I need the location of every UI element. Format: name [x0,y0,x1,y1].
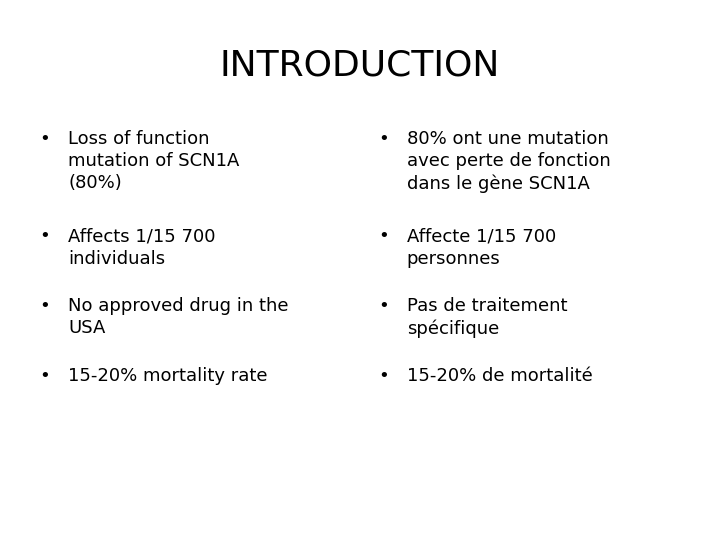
Text: INTRODUCTION: INTRODUCTION [220,49,500,83]
Text: •: • [378,297,389,315]
Text: No approved drug in the
USA: No approved drug in the USA [68,297,289,337]
Text: •: • [378,227,389,245]
Text: 80% ont une mutation
avec perte de fonction
dans le gène SCN1A: 80% ont une mutation avec perte de fonct… [407,130,611,193]
Text: Pas de traitement
spécifique: Pas de traitement spécifique [407,297,567,338]
Text: •: • [40,130,50,147]
Text: •: • [40,227,50,245]
Text: Affects 1/15 700
individuals: Affects 1/15 700 individuals [68,227,216,267]
Text: •: • [378,367,389,384]
Text: •: • [40,367,50,384]
Text: •: • [40,297,50,315]
Text: 15-20% de mortalité: 15-20% de mortalité [407,367,593,384]
Text: 15-20% mortality rate: 15-20% mortality rate [68,367,268,384]
Text: •: • [378,130,389,147]
Text: Loss of function
mutation of SCN1A
(80%): Loss of function mutation of SCN1A (80%) [68,130,240,192]
Text: Affecte 1/15 700
personnes: Affecte 1/15 700 personnes [407,227,556,267]
